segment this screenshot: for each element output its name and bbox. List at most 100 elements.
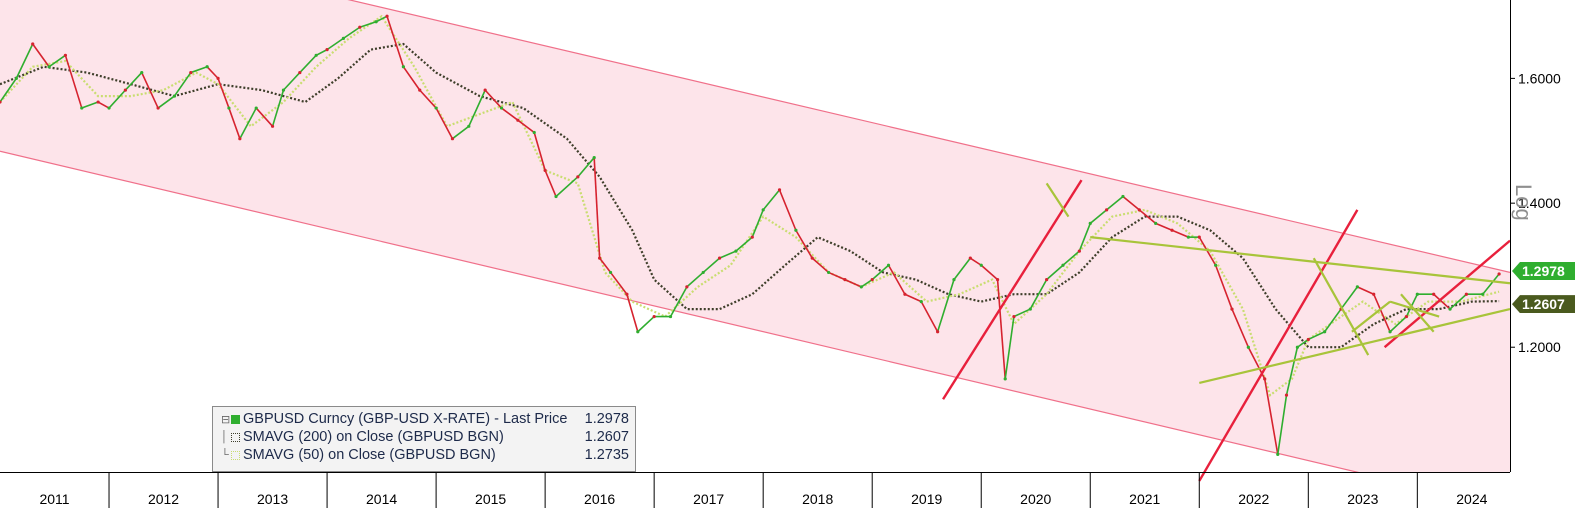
price-point	[1276, 452, 1280, 456]
price-segment	[544, 170, 557, 197]
price-segment	[217, 78, 230, 109]
price-segment	[969, 257, 982, 266]
price-point	[401, 65, 405, 69]
x-tick-label: 2013	[257, 491, 288, 507]
price-point	[1077, 249, 1081, 253]
series-layer	[0, 14, 1501, 456]
price-segment	[451, 125, 470, 140]
legend[interactable]: ⊟ GBPUSD Curncy (GBP-USD X-RATE) - Last …	[212, 406, 636, 472]
price-point	[96, 100, 100, 104]
channel-lower-line	[0, 150, 1360, 472]
collapse-icon[interactable]: ⊟	[221, 413, 231, 426]
price-point	[172, 94, 177, 98]
price-point	[1306, 337, 1310, 342]
price-segment	[271, 89, 285, 127]
price-point	[434, 106, 438, 110]
price-segment	[0, 77, 18, 103]
price-point	[516, 118, 520, 122]
price-segment	[342, 26, 361, 40]
price-segment	[1171, 229, 1189, 238]
price-segment	[315, 48, 328, 57]
price-point	[418, 88, 422, 92]
x-tick-label: 2017	[693, 491, 724, 507]
price-segment	[1029, 279, 1048, 310]
y-tick-label: 1.6000	[1518, 70, 1561, 86]
price-segment	[1062, 250, 1080, 266]
price-point	[717, 256, 722, 260]
price-point	[859, 285, 863, 289]
price-segment	[108, 89, 126, 109]
price-point	[63, 53, 68, 57]
y-tick-label: 1.4000	[1518, 195, 1561, 211]
price-segment	[97, 101, 110, 109]
price-point	[14, 76, 18, 80]
price-point	[450, 137, 455, 141]
tree-branch-icon: │	[221, 431, 228, 443]
price-point	[1404, 314, 1409, 319]
price-segment	[190, 66, 208, 74]
red-trendline	[1383, 239, 1511, 349]
green-trendline	[1090, 236, 1511, 285]
price-segment	[533, 132, 546, 171]
price-point	[499, 106, 504, 110]
price-point	[761, 208, 765, 212]
price-point	[385, 14, 389, 18]
price-point	[47, 65, 51, 69]
x-tick-label: 2019	[911, 491, 942, 507]
price-segment	[386, 16, 405, 68]
price-point	[1105, 208, 1109, 212]
price-point	[1197, 235, 1201, 239]
x-tick-label: 2022	[1238, 491, 1269, 507]
price-point	[1481, 292, 1485, 296]
price-segment	[1389, 315, 1407, 333]
price-segment	[206, 66, 219, 79]
x-tick-label: 2015	[475, 491, 506, 507]
price-point	[1323, 330, 1327, 334]
price-segment	[1449, 293, 1467, 310]
trendline-layer	[942, 179, 1511, 482]
price-segment	[81, 101, 99, 109]
legend-item-sma50[interactable]: └ SMAVG (50) on Close (GBPUSD BGN) 1.273…	[221, 446, 629, 464]
price-point	[156, 106, 160, 110]
price-segment	[980, 264, 999, 281]
price-point	[968, 256, 972, 260]
price-point	[1415, 292, 1419, 296]
price-point	[1432, 292, 1436, 296]
price-point	[592, 155, 596, 160]
price-segment	[1122, 195, 1140, 211]
price-segment	[577, 157, 595, 178]
x-tick-label: 2016	[584, 491, 615, 507]
legend-item-sma200[interactable]: │ SMAVG (200) on Close (GBPUSD BGN) 1.26…	[221, 428, 629, 446]
price-segment	[719, 250, 737, 259]
legend-item-price[interactable]: ⊟ GBPUSD Curncy (GBP-USD X-RATE) - Last …	[221, 410, 629, 428]
price-segment	[299, 54, 317, 74]
price-tag: 1.2607	[1512, 295, 1575, 314]
price-segment	[996, 279, 1007, 379]
price-point	[1154, 221, 1158, 226]
price-point	[652, 314, 656, 319]
price-segment	[1324, 308, 1342, 333]
price-segment	[326, 37, 344, 51]
price-segment	[860, 278, 873, 288]
price-segment	[1276, 395, 1288, 455]
price-point	[870, 278, 874, 282]
price-segment	[255, 107, 274, 127]
price-point	[903, 292, 907, 296]
price-point	[554, 194, 558, 199]
price-point	[254, 106, 258, 110]
price-point	[625, 292, 629, 296]
price-point	[794, 228, 798, 232]
price-point	[952, 278, 956, 282]
price-point	[1045, 278, 1049, 282]
price-segment	[1433, 293, 1451, 310]
price-point	[734, 249, 738, 253]
price-segment	[1231, 308, 1250, 348]
price-segment	[686, 271, 704, 288]
price-segment	[735, 236, 753, 252]
price-point	[979, 263, 983, 267]
green-trendline	[1351, 300, 1391, 333]
price-segment	[637, 315, 655, 333]
price-point	[543, 168, 547, 172]
